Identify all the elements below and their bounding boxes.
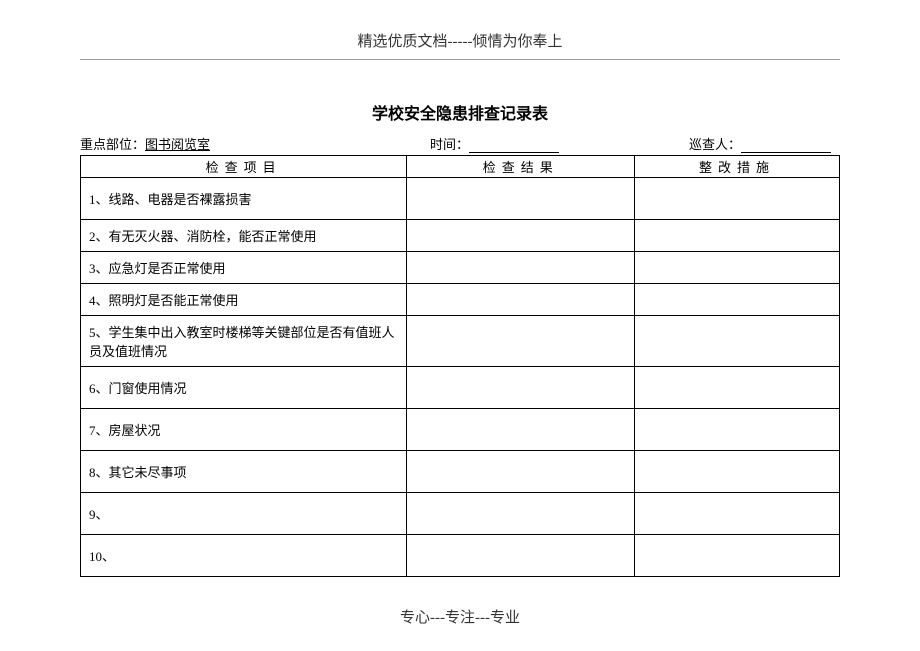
cell-item: 8、其它未尽事项 — [81, 451, 407, 493]
inspector-value — [741, 139, 831, 153]
location-value: 图书阅览室 — [145, 137, 210, 152]
cell-result — [407, 409, 635, 451]
meta-location: 重点部位：图书阅览室 — [80, 134, 210, 153]
cell-action — [635, 178, 840, 220]
cell-result — [407, 284, 635, 316]
table-row: 8、其它未尽事项 — [81, 451, 840, 493]
cell-item: 5、学生集中出入教室时楼梯等关键部位是否有值班人员及值班情况 — [81, 316, 407, 367]
cell-result — [407, 220, 635, 252]
cell-result — [407, 178, 635, 220]
table-row: 5、学生集中出入教室时楼梯等关键部位是否有值班人员及值班情况 — [81, 316, 840, 367]
cell-item: 3、应急灯是否正常使用 — [81, 252, 407, 284]
column-header-item: 检查项目 — [81, 156, 407, 178]
cell-action — [635, 220, 840, 252]
inspector-label: 巡查人： — [689, 137, 741, 152]
cell-result — [407, 451, 635, 493]
cell-action — [635, 316, 840, 367]
table-row: 6、门窗使用情况 — [81, 367, 840, 409]
cell-action — [635, 493, 840, 535]
cell-result — [407, 316, 635, 367]
table-row: 4、照明灯是否能正常使用 — [81, 284, 840, 316]
column-header-result: 检查结果 — [407, 156, 635, 178]
cell-action — [635, 284, 840, 316]
table-header-row: 检查项目 检查结果 整改措施 — [81, 156, 840, 178]
table-row: 1、线路、电器是否裸露损害 — [81, 178, 840, 220]
cell-result — [407, 252, 635, 284]
cell-item: 6、门窗使用情况 — [81, 367, 407, 409]
table-row: 9、 — [81, 493, 840, 535]
meta-inspector: 巡查人： — [689, 134, 831, 153]
cell-action — [635, 367, 840, 409]
table-row: 3、应急灯是否正常使用 — [81, 252, 840, 284]
time-label: 时间： — [430, 137, 469, 152]
cell-item: 1、线路、电器是否裸露损害 — [81, 178, 407, 220]
cell-item: 7、房屋状况 — [81, 409, 407, 451]
cell-item: 2、有无灭火器、消防栓，能否正常使用 — [81, 220, 407, 252]
page-content: 精选优质文档-----倾情为你奉上 学校安全隐患排查记录表 重点部位：图书阅览室… — [0, 0, 920, 597]
cell-action — [635, 252, 840, 284]
time-value — [469, 139, 559, 153]
cell-action — [635, 451, 840, 493]
cell-item: 9、 — [81, 493, 407, 535]
cell-item: 4、照明灯是否能正常使用 — [81, 284, 407, 316]
location-label: 重点部位： — [80, 137, 145, 152]
column-header-action: 整改措施 — [635, 156, 840, 178]
cell-action — [635, 409, 840, 451]
cell-result — [407, 535, 635, 577]
meta-time: 时间： — [430, 134, 559, 153]
cell-action — [635, 535, 840, 577]
page-footer: 专心---专注---专业 — [0, 606, 920, 627]
cell-item: 10、 — [81, 535, 407, 577]
table-row: 10、 — [81, 535, 840, 577]
inspection-table: 检查项目 检查结果 整改措施 1、线路、电器是否裸露损害2、有无灭火器、消防栓，… — [80, 155, 840, 577]
cell-result — [407, 493, 635, 535]
table-body: 1、线路、电器是否裸露损害2、有无灭火器、消防栓，能否正常使用3、应急灯是否正常… — [81, 178, 840, 577]
table-row: 7、房屋状况 — [81, 409, 840, 451]
table-row: 2、有无灭火器、消防栓，能否正常使用 — [81, 220, 840, 252]
cell-result — [407, 367, 635, 409]
document-title: 学校安全隐患排查记录表 — [80, 100, 840, 124]
meta-row: 重点部位：图书阅览室 时间： 巡查人： — [80, 134, 840, 153]
page-top-header: 精选优质文档-----倾情为你奉上 — [80, 30, 840, 60]
